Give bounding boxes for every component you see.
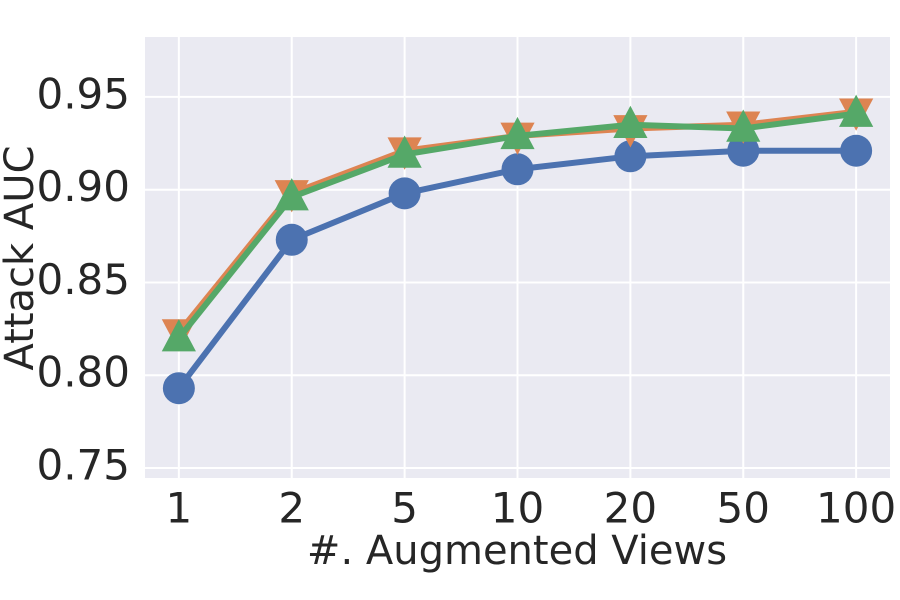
point	[839, 94, 874, 127]
grid	[145, 37, 890, 478]
marks	[161, 94, 874, 405]
point	[387, 135, 422, 168]
point	[275, 223, 308, 256]
y-tick-label: 0.90	[36, 162, 130, 211]
point	[388, 177, 421, 210]
x-tick-label: 50	[717, 484, 770, 533]
x-tick-label: 10	[491, 484, 544, 533]
x-tick-label: 20	[604, 484, 657, 533]
y-tick-label: 0.85	[36, 255, 130, 304]
point	[274, 178, 309, 211]
x-tick-label: 2	[278, 484, 305, 533]
point	[614, 140, 647, 173]
y-tick-label: 0.95	[36, 69, 130, 118]
point	[162, 372, 195, 405]
x-axis-label: #. Augmented Views	[307, 528, 727, 574]
point	[840, 134, 873, 167]
point	[500, 116, 535, 150]
point	[727, 134, 760, 167]
y-tick-label: 0.75	[36, 440, 130, 489]
point	[613, 105, 648, 139]
x-tick-label: 1	[165, 484, 192, 533]
point	[161, 319, 196, 352]
y-axis-label: Attack AUC	[0, 146, 43, 371]
x-tick-label: 5	[391, 484, 418, 533]
point	[501, 153, 534, 186]
x-tick-label: 100	[816, 484, 896, 533]
y-tick-label: 0.80	[36, 348, 130, 397]
point	[726, 109, 761, 142]
